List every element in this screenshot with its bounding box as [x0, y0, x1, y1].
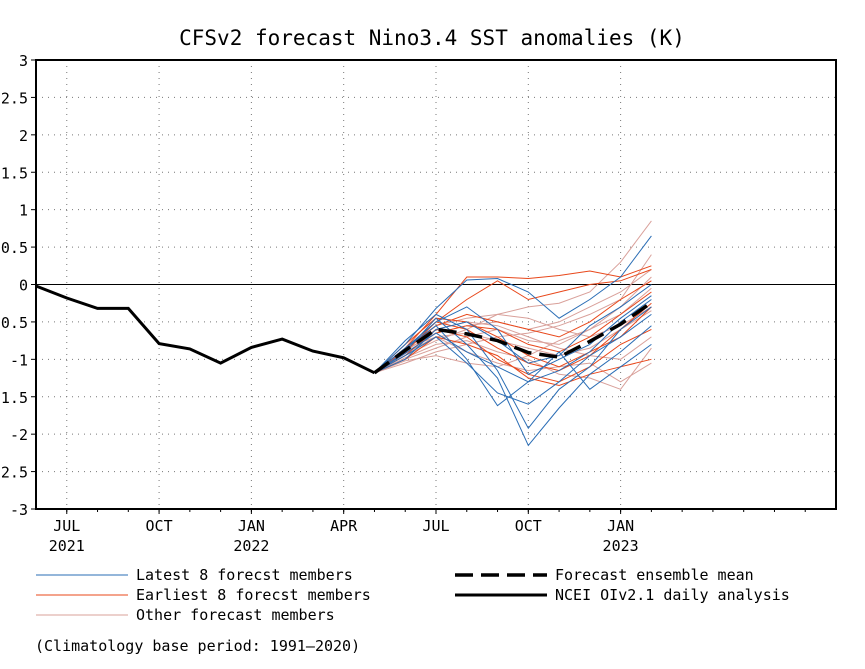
- latest-member-line: [374, 313, 652, 405]
- y-tick-label: 2: [19, 127, 28, 145]
- y-tick-label: 0: [19, 277, 28, 295]
- y-axis: 3 2.5 2 1.5 1 0.5 0 -0.5 -1 -1.5 -2 -2.5 -3: [0, 52, 36, 519]
- y-tick-label: 1: [19, 202, 28, 220]
- y-tick-label: 1.5: [1, 164, 28, 182]
- x-tick-year: 2023: [603, 537, 639, 555]
- latest-member-line: [374, 325, 652, 407]
- plot-frame: [35, 59, 837, 510]
- y-tick-label: -3: [10, 501, 28, 519]
- earliest-member-line: [374, 306, 652, 374]
- legend-label-earliest: Earliest 8 forecst members: [136, 586, 371, 604]
- legend-label-latest: Latest 8 forecst members: [136, 566, 353, 584]
- y-tick-label: -2.5: [0, 464, 28, 482]
- other-member-line: [374, 287, 652, 374]
- analysis-line: [35, 284, 376, 375]
- latest-member-line: [374, 306, 652, 430]
- legend-label-analysis: NCEI OIv2.1 daily analysis: [555, 586, 790, 604]
- grid-lines: [36, 60, 836, 509]
- earliest-member-line: [374, 336, 652, 387]
- x-tick-year: 2022: [233, 537, 269, 555]
- y-tick-label: -1: [10, 351, 28, 369]
- other-member-line: [374, 254, 652, 374]
- y-tick-label: -0.5: [0, 314, 28, 332]
- x-tick-label: APR: [330, 517, 358, 535]
- ensemble-mean-line: [373, 301, 653, 375]
- legend-label-other: Other forecast members: [136, 606, 335, 624]
- latest-members-series: [374, 235, 652, 447]
- x-tick-label: JAN: [238, 517, 265, 535]
- earliest-members-series: [374, 265, 652, 387]
- y-tick-label: 3: [19, 52, 28, 70]
- legend: Latest 8 forecst members Earliest 8 forec…: [36, 566, 790, 624]
- climatology-footnote: (Climatology base period: 1991—2020): [35, 637, 360, 655]
- y-tick-label: -2: [10, 426, 28, 444]
- other-member-line: [374, 310, 652, 374]
- x-tick-label: OCT: [146, 517, 173, 535]
- x-axis: JUL 2021 OCT JAN 2022 APR JUL OCT JAN 2023: [49, 509, 806, 555]
- latest-member-line: [374, 299, 652, 383]
- x-tick-label: JUL: [422, 517, 449, 535]
- x-tick-label: OCT: [515, 517, 542, 535]
- latest-member-line: [374, 235, 652, 374]
- other-members-series: [374, 220, 652, 390]
- y-tick-label: 0.5: [1, 239, 28, 257]
- x-tick-year: 2021: [49, 537, 85, 555]
- legend-label-mean: Forecast ensemble mean: [555, 566, 754, 584]
- y-tick-label: -1.5: [0, 389, 28, 407]
- latest-member-line: [374, 295, 652, 375]
- x-tick-label: JAN: [607, 517, 634, 535]
- chart-title: CFSv2 forecast Nino3.4 SST anomalies (K): [179, 26, 685, 50]
- x-tick-label: JUL: [53, 517, 80, 535]
- y-tick-label: 2.5: [1, 89, 28, 107]
